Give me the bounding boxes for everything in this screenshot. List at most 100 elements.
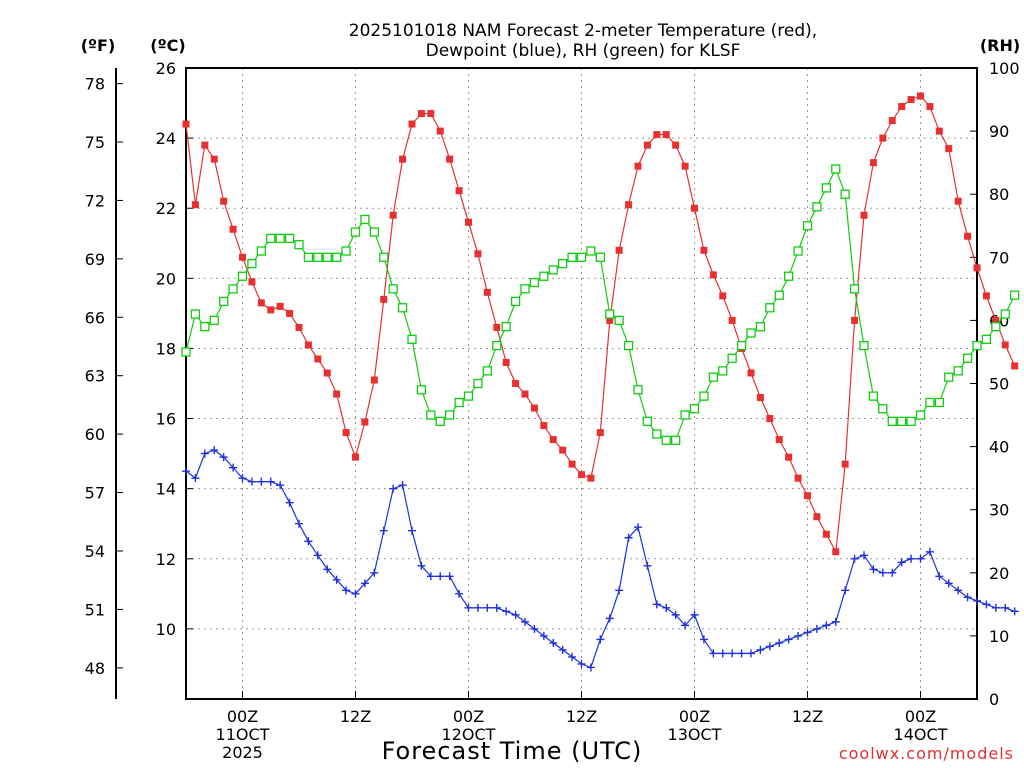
- rh-tick-label: 30: [989, 501, 1009, 520]
- dewpoint-point: [304, 537, 313, 546]
- temperature-point: [314, 355, 322, 363]
- dewpoint-point: [624, 533, 633, 542]
- dewpoint-point: [643, 561, 652, 570]
- rh-point: [266, 233, 276, 244]
- rh-point: [219, 296, 229, 307]
- temperature-point: [841, 460, 849, 468]
- rh-point: [605, 309, 615, 319]
- temperature-point: [333, 390, 341, 398]
- fahrenheit-tick-label: 75: [85, 133, 105, 152]
- dewpoint-point: [728, 649, 737, 658]
- temperature-point: [465, 218, 472, 226]
- grid: [186, 67, 977, 699]
- temperature-point: [681, 162, 689, 170]
- temperature-point: [662, 131, 670, 139]
- temperature-point: [370, 376, 378, 384]
- dewpoint-point: [615, 586, 624, 595]
- temperature-point: [352, 453, 359, 461]
- rh-point: [652, 429, 662, 439]
- dewpoint-point: [219, 453, 228, 462]
- temperature-point: [201, 141, 209, 149]
- dewpoint-point: [370, 568, 379, 577]
- temperature-point: [747, 369, 755, 377]
- temperature-point: [530, 404, 538, 412]
- celsius-tick-label: 20: [156, 269, 176, 288]
- rh-point: [1000, 309, 1010, 319]
- rh-point: [586, 246, 596, 256]
- rh-tick-label: 20: [989, 564, 1009, 583]
- fahrenheit-tick-label: 69: [85, 250, 105, 269]
- dewpoint-point: [1010, 607, 1019, 616]
- rh-tick-label: 50: [989, 375, 1009, 394]
- rh-point: [746, 328, 756, 338]
- rh-point: [991, 322, 1001, 332]
- dewpoint-point: [360, 579, 369, 588]
- dewpoint-point: [775, 638, 784, 647]
- fahrenheit-ticks: 48 51 54 57 60 63 66 69 72 75 78: [85, 75, 123, 678]
- temperature-point: [276, 302, 284, 310]
- rh-point: [793, 246, 803, 256]
- dewpoint-point: [671, 610, 680, 619]
- dewpoint-point: [925, 547, 934, 556]
- rh-point: [755, 322, 766, 332]
- dewpoint-point: [841, 586, 850, 595]
- dewpoint-point: [869, 565, 878, 574]
- dewpoint-point: [530, 624, 539, 633]
- fahrenheit-tick-label: 51: [85, 600, 105, 619]
- temperature-point: [549, 436, 557, 444]
- rh-point: [906, 416, 916, 427]
- dewpoint-point: [765, 642, 774, 651]
- rh-point: [284, 233, 295, 244]
- temperature-point: [559, 446, 567, 454]
- temperature-point: [304, 341, 312, 349]
- temperature-point: [832, 548, 840, 556]
- dewpoint-point: [737, 649, 746, 658]
- temperature-point: [267, 306, 275, 314]
- rh-point: [181, 347, 191, 357]
- dewpoint-point: [511, 610, 520, 619]
- dewpoint-point: [709, 649, 718, 658]
- dewpoint-point: [182, 467, 190, 476]
- temperature-point: [813, 513, 821, 521]
- temperature-point: [982, 292, 990, 300]
- rh-point: [680, 410, 690, 420]
- dewpoint-point: [417, 561, 426, 570]
- rh-point: [831, 164, 841, 174]
- time-tick-label: 12OCT: [442, 725, 496, 744]
- rh-point: [802, 221, 813, 231]
- temperature-point: [1001, 341, 1009, 349]
- dewpoint-point: [502, 607, 511, 616]
- time-tick-label: 13OCT: [668, 725, 722, 744]
- rh-point: [944, 372, 954, 382]
- dewpoint-point: [342, 586, 351, 595]
- temperature-point: [804, 492, 811, 500]
- temperature-point: [973, 264, 981, 272]
- dewpoint-point: [257, 477, 266, 486]
- temperature-point: [286, 309, 294, 317]
- rh-ticks: 0102030405060708090100: [970, 59, 1020, 709]
- temperature-point: [606, 316, 614, 324]
- temperature-point: [775, 436, 783, 444]
- dewpoint-point: [973, 596, 981, 605]
- temperature-point: [822, 530, 830, 538]
- temperature-point: [888, 117, 896, 125]
- temperature-point: [625, 201, 633, 209]
- temperature-point: [248, 278, 256, 286]
- temperature-point: [220, 197, 228, 205]
- dewpoint-point: [229, 463, 238, 472]
- temperature-point: [709, 271, 717, 279]
- rh-point: [661, 435, 671, 445]
- rh-point: [765, 303, 775, 313]
- dewpoint-point: [907, 554, 916, 563]
- time-tick-label: 00Z: [905, 707, 936, 726]
- rh-point: [482, 366, 492, 376]
- rh-tick-label: 80: [989, 185, 1009, 204]
- dewpoint-point: [831, 617, 840, 626]
- dewpoint-point: [991, 603, 1000, 612]
- dewpoint-point: [455, 589, 464, 598]
- temperature-point: [898, 103, 906, 111]
- rh-point: [463, 391, 474, 401]
- temperature-point: [229, 225, 237, 233]
- celsius-tick-label: 10: [156, 620, 176, 639]
